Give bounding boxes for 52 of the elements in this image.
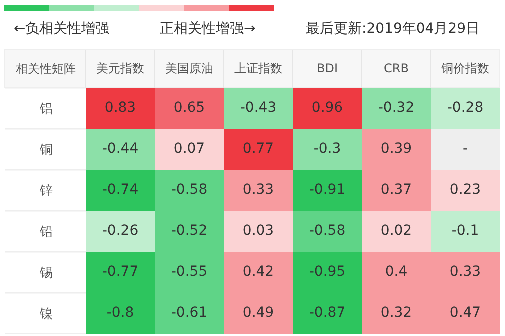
data-label: -0.74 xyxy=(102,182,139,198)
x-tick-label: BDI xyxy=(316,62,338,76)
data-label: 0.4 xyxy=(385,264,408,280)
data-label: -0.28 xyxy=(447,100,484,116)
y-tick-label: 铝 xyxy=(39,102,53,118)
data-label: -0.55 xyxy=(171,264,208,280)
data-label: -0.91 xyxy=(309,182,346,198)
x-tick-label: CRB xyxy=(384,62,409,76)
data-label: 0.37 xyxy=(380,182,412,198)
y-tick-label: 锡 xyxy=(39,266,53,282)
x-tick-label: 美国原油 xyxy=(166,62,214,76)
data-label: 0.33 xyxy=(450,264,482,280)
x-tick-label: 上证指数 xyxy=(234,62,282,76)
y-tick-label: 铜 xyxy=(39,143,53,158)
data-label: 0.83 xyxy=(104,100,136,116)
data-label: 0.07 xyxy=(174,141,206,157)
data-label: -0.26 xyxy=(102,223,139,239)
text: 最后更新:2019年04月29日 xyxy=(306,21,480,37)
data-label: -0.32 xyxy=(378,100,415,116)
data-label: -0.87 xyxy=(309,305,346,321)
data-label: -0.43 xyxy=(240,100,277,116)
data-label: -0.77 xyxy=(102,264,139,280)
data-label: 0.49 xyxy=(242,305,274,321)
data-label: -0.61 xyxy=(171,305,208,321)
y-tick-label: 铅 xyxy=(39,225,53,240)
data-label: -0.52 xyxy=(171,223,208,239)
text: ←负相关性增强 xyxy=(14,21,110,37)
data-label: -0.58 xyxy=(309,223,346,239)
data-label: -0.8 xyxy=(106,305,134,321)
data-label: 0.39 xyxy=(380,141,412,157)
text: - xyxy=(462,141,468,157)
x-tick-label: 铜价指数 xyxy=(440,62,490,76)
data-label: 0.77 xyxy=(242,141,274,157)
data-label: -0.3 xyxy=(314,141,342,157)
data-label: 0.23 xyxy=(450,182,482,198)
data-label: 0.03 xyxy=(242,223,274,239)
data-label: -0.95 xyxy=(309,264,346,280)
data-label: -0.58 xyxy=(171,182,208,198)
data-label: 0.42 xyxy=(242,264,274,280)
data-label: 0.47 xyxy=(450,305,482,321)
data-label: -0.1 xyxy=(452,223,480,239)
y-axis-title: 相关性矩阵 xyxy=(16,62,76,76)
data-label: 0.32 xyxy=(380,305,412,321)
y-tick-label: 镍 xyxy=(39,307,53,322)
x-tick-label: 美元指数 xyxy=(96,62,144,76)
text: 正相关性增强→ xyxy=(160,21,256,37)
data-label: -0.44 xyxy=(102,141,139,157)
data-label: 0.65 xyxy=(174,100,206,116)
data-label: 0.02 xyxy=(380,223,412,239)
data-label: 0.33 xyxy=(242,182,274,198)
data-label: 0.96 xyxy=(312,100,344,116)
y-tick-label: 锌 xyxy=(39,184,53,200)
